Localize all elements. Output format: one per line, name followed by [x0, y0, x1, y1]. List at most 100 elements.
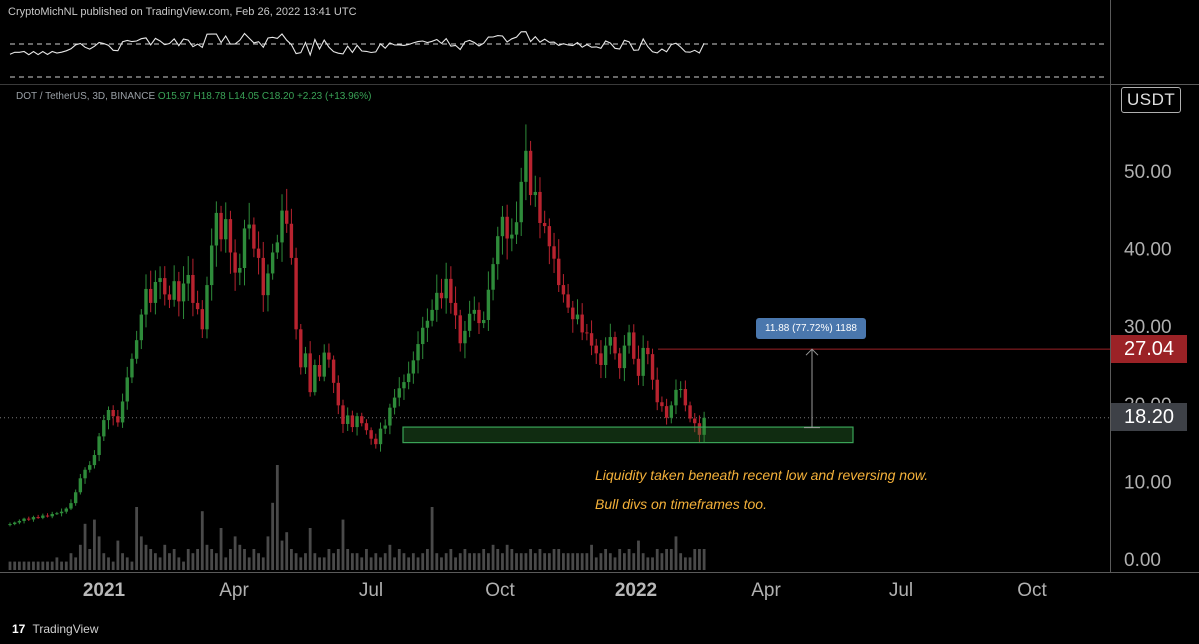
main-chart[interactable] [0, 0, 1110, 572]
volume-bar [477, 553, 481, 570]
candle-body [655, 379, 659, 403]
candle-body [458, 315, 462, 344]
candle-body [266, 273, 270, 296]
candle-body [144, 288, 148, 315]
volume-bar [627, 549, 631, 570]
volume-bar [107, 557, 110, 570]
volume-bar [379, 557, 382, 570]
candle-body [317, 365, 322, 377]
volume-bar [547, 553, 551, 570]
candle-body [613, 337, 617, 354]
volume-bar [365, 549, 368, 570]
x-tick-labels: 2021 Apr Jul Oct 2022 Apr Jul Oct [83, 580, 1048, 601]
candle-body [453, 302, 458, 316]
volume-bar [186, 549, 190, 570]
candle-body [374, 438, 378, 445]
candle-body [45, 515, 50, 517]
candle-body [59, 511, 64, 514]
candle-body [102, 420, 106, 437]
volume-bar [641, 553, 645, 570]
volume-bar [393, 557, 396, 570]
volume-bar [219, 528, 223, 570]
candle-body [327, 352, 331, 360]
candle-body [463, 330, 467, 344]
candle-body [186, 274, 190, 284]
candle-body [547, 226, 552, 247]
candle-body [467, 313, 472, 331]
candle-body [636, 358, 641, 376]
candle-body [163, 278, 167, 295]
volume-bar [332, 553, 336, 570]
candle-body [364, 423, 369, 431]
candle-body [341, 405, 345, 424]
candle-body [491, 264, 495, 290]
volume-bar [651, 557, 654, 570]
candle-body [575, 314, 580, 320]
volume-bar [665, 549, 668, 570]
candle-body [383, 425, 387, 429]
volume-bar [463, 549, 467, 570]
candle-body [158, 278, 162, 282]
currency-badge[interactable]: USDT [1121, 87, 1182, 113]
volume-bar [299, 557, 303, 570]
candle-body [481, 319, 486, 324]
publish-header: CryptoMichNL published on TradingView.co… [8, 6, 357, 18]
candle-body [308, 353, 312, 393]
volume-bar [669, 549, 673, 570]
volume-bar [200, 511, 204, 570]
volume-bar [440, 557, 443, 570]
candle-body [360, 416, 364, 424]
candle-body [134, 340, 139, 359]
candle-body [73, 492, 78, 504]
symbol-legend: DOT / TetherUS, 3D, BINANCE O15.97 H18.7… [16, 91, 371, 102]
volume-bar [285, 532, 289, 570]
x-tick-label: 2021 [83, 580, 126, 601]
candle-body [542, 222, 547, 227]
volume-bar [552, 549, 556, 570]
volume-bar [196, 549, 199, 570]
candle-body [285, 210, 289, 224]
volume-bar [576, 553, 579, 570]
candle-body [22, 518, 26, 521]
volume-bar [562, 553, 565, 570]
candle-body [688, 405, 692, 419]
volume-bar [46, 561, 49, 570]
candle-body [205, 285, 209, 330]
candle-body [411, 360, 416, 374]
volume-bar [486, 553, 490, 570]
candle-body [313, 365, 317, 393]
candle-body [106, 410, 111, 421]
candle-body [125, 377, 129, 402]
volume-bar [515, 553, 518, 570]
footer-brand: 17 TradingView [12, 622, 99, 636]
volume-bar [660, 553, 664, 570]
candle-body [36, 517, 40, 519]
volume-bars [8, 465, 706, 570]
candle-body [191, 274, 195, 303]
x-tick-label: Apr [219, 580, 249, 601]
measure-arrowhead [805, 348, 819, 356]
volume-bar [50, 561, 54, 570]
candle-body [524, 150, 528, 182]
candle-body [435, 292, 439, 310]
volume-bar [430, 507, 434, 570]
candle-body [477, 309, 481, 324]
candle-body [538, 191, 542, 223]
volume-bar [702, 549, 706, 570]
candle-body [12, 522, 17, 525]
x-tick-label: Jul [889, 580, 913, 601]
y-tick-label: 40.00 [1124, 240, 1172, 261]
candle-body [571, 307, 575, 320]
volume-bar [229, 549, 232, 570]
volume-bar [243, 549, 246, 570]
candle-body [69, 503, 73, 509]
candle-body [27, 518, 31, 520]
candle-body [8, 524, 12, 526]
x-tick-label: 2022 [615, 580, 657, 601]
candle-body [256, 248, 261, 258]
x-tick-label: Apr [751, 580, 781, 601]
candle-body [78, 478, 83, 493]
volume-bar [336, 549, 340, 570]
candle-body [603, 345, 608, 365]
volume-bar [407, 557, 411, 570]
